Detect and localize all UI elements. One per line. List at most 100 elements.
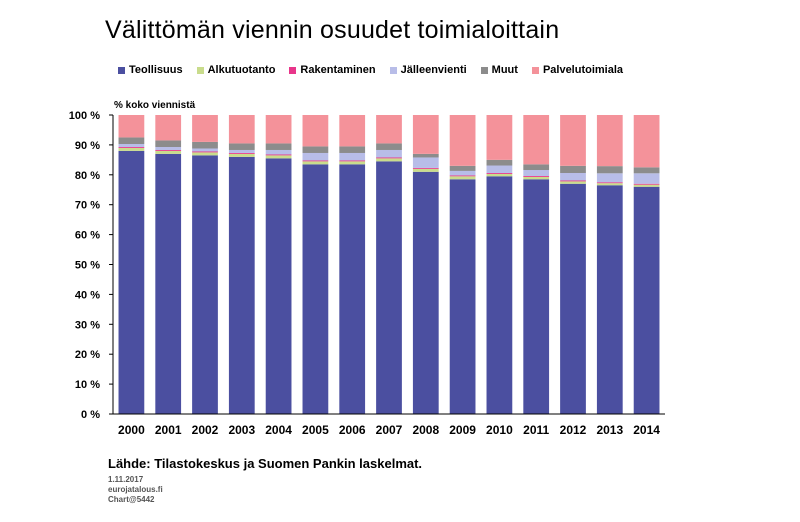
bar-muut-2005 [302,146,329,153]
legend-item-teollisuus: Teollisuus [118,64,183,76]
legend-label: Alkutuotanto [207,64,276,76]
bar-rakentaminen-2001 [155,149,182,151]
legend-swatch [289,66,297,74]
bar-muut-2003 [228,143,255,150]
bar-jälleenvienti-2009 [449,170,476,176]
legend-label: Palvelutoimiala [542,64,624,76]
legend-swatch [118,66,125,74]
bar-alkutuotanto-2002 [192,152,218,156]
bar-palvelutoimiala-2009 [449,115,476,166]
bar-jälleenvienti-2005 [302,152,329,161]
legend-label: Rakentaminen [300,64,376,76]
y-tick-label: 60 % [75,230,100,242]
chart-plot: % koko viennistä 0 % 10 % 20 % 30 % 40 % 50 % 6… [69,100,665,437]
bar-rakentaminen-2003 [228,152,255,154]
bar-rakentaminen-2009 [449,175,476,177]
footer-meta: 1.11.2017 eurojatalous.fi Chart@5442 [108,475,163,505]
footer-chart-id: Chart@5442 [108,495,155,504]
bar-rakentaminen-2013 [596,182,623,184]
bar-alkutuotanto-2013 [596,183,623,186]
bar-teollisuus-2013 [596,185,623,414]
bar-palvelutoimiala-2012 [560,115,586,166]
x-tick-label: 2005 [302,423,329,437]
x-tick-label: 2001 [155,423,182,437]
legend-label: Muut [491,64,518,76]
y-tick-label: 10 % [75,379,100,391]
y-tick-label: 30 % [75,319,100,331]
bar-rakentaminen-2011 [523,175,550,177]
bar-rakentaminen-2007 [376,157,402,159]
bar-palvelutoimiala-2003 [228,115,255,144]
x-tick-label: 2011 [523,423,549,437]
y-tick-label: 100 % [69,110,100,122]
bar-alkutuotanto-2000 [118,147,145,151]
x-tick-label: 2009 [449,423,476,437]
bar-jälleenvienti-2014 [633,173,660,184]
bar-teollisuus-2002 [192,155,218,415]
bar-muut-2009 [449,165,476,171]
bar-alkutuotanto-2005 [302,161,329,165]
bar-alkutuotanto-2003 [228,153,255,157]
bar-jälleenvienti-2010 [486,165,513,174]
bar-alkutuotanto-2008 [412,168,439,172]
bar-palvelutoimiala-2001 [155,115,182,141]
legend-swatch [480,66,488,74]
bar-jälleenvienti-2007 [376,149,402,158]
bar-teollisuus-2007 [376,161,402,414]
bar-teollisuus-2009 [449,179,476,414]
bar-alkutuotanto-2009 [449,176,476,180]
bar-muut-2008 [412,153,439,158]
legend: Teollisuus Alkutuotanto Rakentaminen Jällee… [118,64,623,76]
x-tick-label: 2006 [339,423,366,437]
chart-title: Välittömän viennin osuudet toimialoittai… [105,16,560,44]
bar-jälleenvienti-2004 [265,149,292,155]
legend-label: Jälleenvienti [400,64,467,76]
bar-rakentaminen-2008 [412,167,439,169]
y-tick-label: 70 % [75,200,100,212]
bar-jälleenvienti-2012 [560,173,586,181]
bar-muut-2011 [523,164,550,171]
bar-rakentaminen-2004 [265,154,292,156]
bar-jälleenvienti-2013 [596,173,623,183]
bar-palvelutoimiala-2014 [633,115,660,168]
y-tick-label: 80 % [75,170,100,182]
bar-rakentaminen-2014 [633,183,660,185]
legend-swatch [389,66,397,74]
legend-item-alkutuotanto: Alkutuotanto [196,64,276,76]
y-tick-label: 20 % [75,349,100,361]
legend-item-rakentaminen: Rakentaminen [289,64,376,76]
legend-swatch [196,66,204,74]
bar-alkutuotanto-2011 [523,176,550,180]
bar-muut-2012 [560,165,586,174]
bar-alkutuotanto-2010 [486,173,513,177]
bar-rakentaminen-2012 [560,180,586,182]
x-tick-label: 2007 [376,423,403,437]
bar-jälleenvienti-2002 [192,148,218,152]
bar-teollisuus-2006 [339,164,366,414]
bar-alkutuotanto-2004 [265,155,292,159]
bar-teollisuus-2014 [633,186,660,414]
bar-muut-2013 [596,166,623,174]
bar-palvelutoimiala-2004 [265,115,292,144]
bar-palvelutoimiala-2000 [118,115,145,138]
y-tick-label: 50 % [75,260,100,272]
bar-rakentaminen-2000 [118,146,145,148]
legend-item-palvelutoimiala: Palvelutoimiala [531,64,624,76]
bar-rakentaminen-2002 [192,151,218,153]
footer-site: eurojatalous.fi [108,485,163,494]
bar-alkutuotanto-2001 [155,150,182,154]
bar-palvelutoimiala-2006 [339,115,366,147]
bar-muut-2002 [192,141,218,149]
bar-alkutuotanto-2014 [633,184,660,187]
bar-alkutuotanto-2007 [376,158,402,162]
bar-muut-2014 [633,167,660,174]
x-tick-label: 2008 [412,423,439,437]
bar-teollisuus-2004 [265,158,292,414]
bar-rakentaminen-2005 [302,160,329,162]
bar-teollisuus-2008 [412,171,439,414]
bar-palvelutoimiala-2008 [412,115,439,154]
y-tick-label: 0 % [81,409,100,421]
bar-teollisuus-2010 [486,176,513,414]
bar-rakentaminen-2010 [486,173,513,174]
bar-muut-2001 [155,140,182,147]
